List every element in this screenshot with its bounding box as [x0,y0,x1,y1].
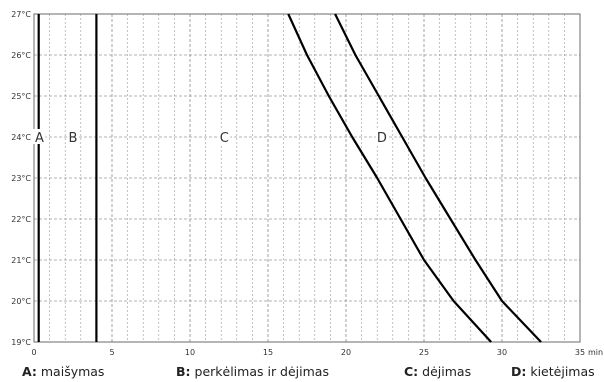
region-label-b: B [69,131,78,146]
region-label-a: A [35,131,44,146]
y-tick-label: 25°C [11,92,31,101]
x-tick-label: 5 [109,348,114,357]
region-label-background [67,129,79,144]
series-line-3 [287,13,492,343]
legend-item-d: D: kietėjimas [511,364,595,379]
region-label-d: D [377,131,387,146]
y-tick-label: 24°C [11,133,31,142]
x-tick-label: 25 [419,348,429,357]
x-tick-label: 0 [31,348,36,357]
legend-key-c: C: [404,364,419,379]
legend-text-b: perkėlimas ir dėjimas [190,364,329,379]
legend-key-d: D: [511,364,527,379]
region-label-background [33,129,46,144]
x-tick-label: 15 [263,348,273,357]
legend-item-b: B: perkėlimas ir dėjimas [176,364,329,379]
y-tick-label: 23°C [11,174,31,183]
legend-key-a: A: [22,364,37,379]
x-unit-label: min. [588,348,604,357]
plot-frame [33,13,581,343]
legend-text-c: dėjimas [418,364,472,379]
legend-item-a: A: maišymas [22,364,104,379]
x-tick-label: 20 [341,348,351,357]
x-tick-label: 35 [575,348,585,357]
y-tick-label: 27°C [11,10,31,19]
legend-text-a: maišymas [36,364,105,379]
legend-key-b: B: [176,364,191,379]
legend-item-c: C: dėjimas [404,364,471,379]
y-tick-label: 21°C [11,256,31,265]
y-tick-label: 22°C [11,215,31,224]
x-tick-label: 10 [185,348,195,357]
legend-text-d: kietėjimas [526,364,595,379]
x-tick-label: 30 [497,348,507,357]
y-tick-label: 20°C [11,297,31,306]
region-label-background [218,129,231,144]
region-label-background [375,129,388,144]
y-tick-label: 26°C [11,51,31,60]
series-line-4 [334,13,542,343]
y-tick-label: 19°C [11,338,31,347]
chart-area: 19°C 20°C 21°C 22°C 23°C 24°C 25°C 26°C 27°C 0 5 10… [11,10,604,357]
region-label-c: C [220,131,229,146]
